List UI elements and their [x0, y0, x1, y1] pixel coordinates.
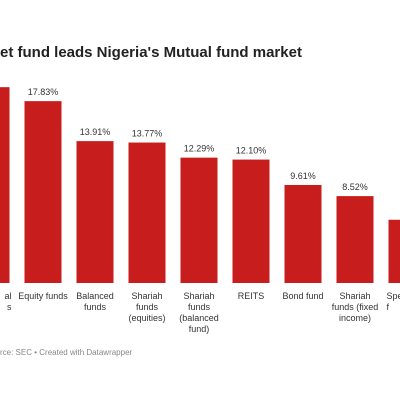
x-tick-label: Equity funds — [18, 291, 68, 301]
bar — [76, 141, 114, 283]
x-tick-label: Balanced funds — [76, 291, 114, 312]
bar — [128, 142, 166, 283]
value-label: 12.10% — [236, 146, 267, 156]
x-tick-label: REITS — [238, 291, 265, 301]
bar — [336, 196, 374, 283]
x-tick-label: Shariah funds (balanced fund) — [179, 291, 219, 334]
source: rce: SEC • Created with Datawrapper — [0, 348, 133, 357]
value-label: 13.77% — [132, 129, 163, 139]
value-label: 13.91% — [80, 127, 111, 137]
bar — [180, 157, 218, 283]
value-label: 12.29% — [184, 144, 215, 154]
x-tick-label: al s — [4, 291, 12, 312]
value-label: 8.52% — [342, 182, 368, 192]
bar — [284, 184, 322, 283]
bar — [232, 159, 270, 283]
x-tick-label: Spef — [387, 291, 400, 312]
x-tick-label: Shariah funds (fixed income) — [332, 291, 379, 323]
chart-title: et fund leads Nigeria's Mutual fund mark… — [0, 44, 302, 61]
x-tick-label: Shariah funds (equities) — [128, 291, 165, 323]
bar — [388, 219, 400, 283]
bar — [24, 101, 62, 283]
value-label: 9.61% — [290, 171, 316, 181]
value-label: 17.83% — [28, 87, 59, 97]
bar — [0, 87, 10, 283]
x-tick-label: Bond fund — [282, 291, 323, 301]
